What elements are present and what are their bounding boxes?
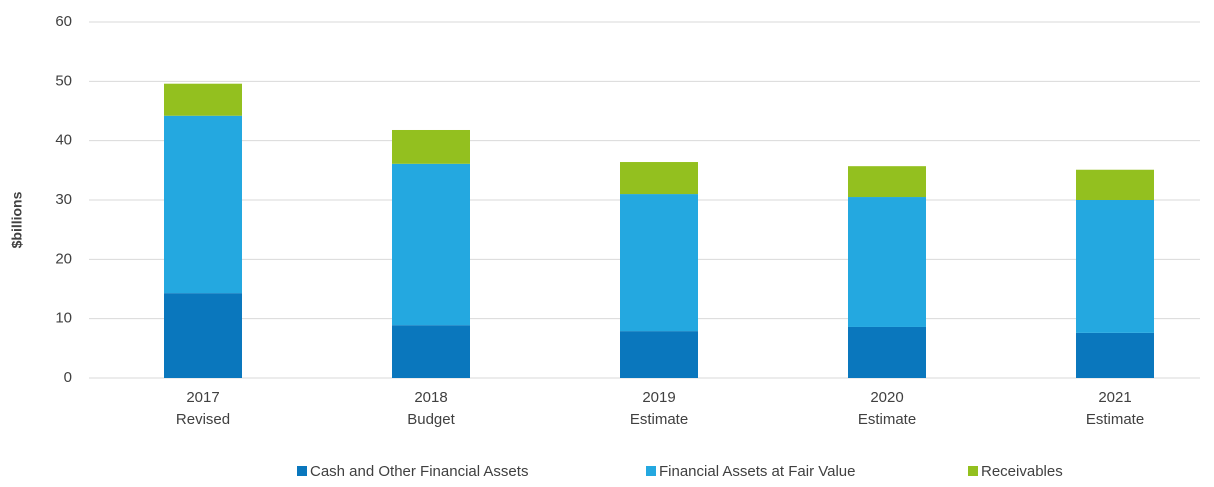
bar-segment [620, 331, 698, 378]
bar-segment [848, 326, 926, 378]
x-tick-label: 2017 [186, 389, 219, 406]
bar-segment [848, 197, 926, 327]
legend-swatch [297, 466, 307, 476]
y-tick-label: 20 [55, 250, 72, 267]
legend-label: Cash and Other Financial Assets [310, 463, 528, 480]
y-tick-label: 40 [55, 132, 72, 149]
bar-segment [848, 166, 926, 198]
bar-segment [1076, 169, 1154, 200]
bar-segment [620, 162, 698, 195]
legend-swatch [968, 466, 978, 476]
y-tick-label: 60 [55, 13, 72, 30]
bar-segment [1076, 332, 1154, 378]
bar-segment [1076, 200, 1154, 333]
x-tick-label: Estimate [630, 411, 688, 428]
legend-label: Financial Assets at Fair Value [659, 463, 855, 480]
x-tick-label: 2020 [870, 389, 903, 406]
legend-swatch [646, 466, 656, 476]
x-tick-label: 2021 [1098, 389, 1131, 406]
x-tick-label: Estimate [858, 411, 916, 428]
bar-segment [164, 115, 242, 294]
legend-label: Receivables [981, 463, 1063, 480]
bar-segment [164, 83, 242, 116]
bar-segment [392, 129, 470, 164]
bar-segment [392, 163, 470, 326]
x-tick-label: 2019 [642, 389, 675, 406]
y-axis-label: $billions [9, 191, 25, 248]
x-tick-label: Revised [176, 411, 230, 428]
x-tick-label: Budget [407, 411, 455, 428]
x-tick-label: 2018 [414, 389, 447, 406]
y-tick-label: 0 [64, 369, 72, 386]
y-tick-label: 30 [55, 191, 72, 208]
bar-segment [164, 293, 242, 378]
y-tick-label: 10 [55, 310, 72, 327]
x-tick-label: Estimate [1086, 411, 1144, 428]
bar-segment [620, 194, 698, 332]
y-tick-label: 50 [55, 72, 72, 89]
bar-segment [392, 325, 470, 378]
